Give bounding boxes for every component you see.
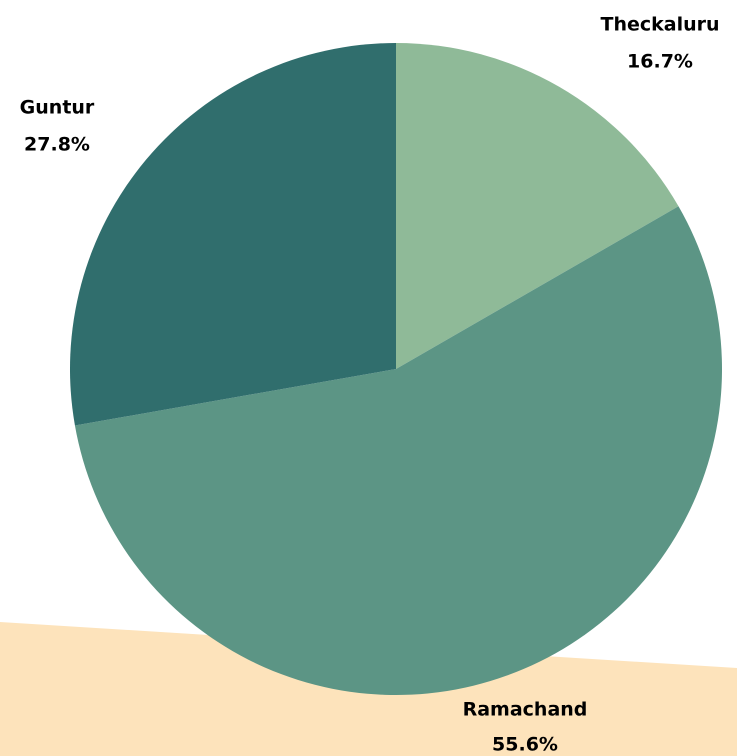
pie-slice: [74, 206, 723, 695]
slice-value-label: 27.8%: [24, 134, 90, 156]
slice-label: Ramachand: [463, 699, 588, 721]
slice-label: Guntur: [20, 97, 95, 119]
slice-value-label: 16.7%: [627, 51, 693, 73]
pie-slice: [396, 43, 679, 369]
pie-slice: [69, 43, 396, 426]
slice-label: Theckaluru: [600, 14, 719, 36]
slice-value-label: 55.6%: [492, 734, 558, 756]
